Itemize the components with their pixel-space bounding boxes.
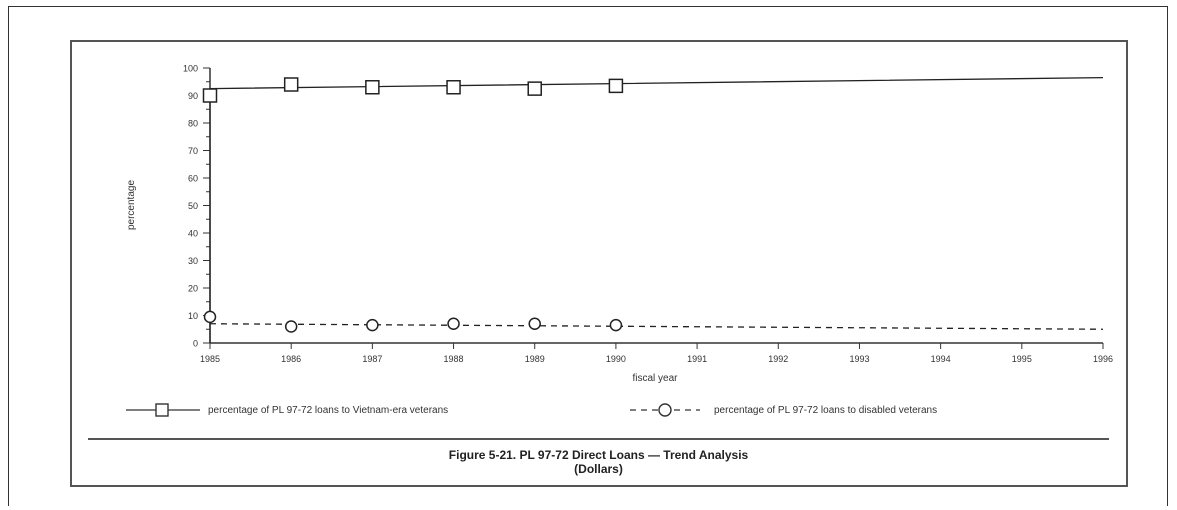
y-tick-label: 20	[188, 284, 198, 294]
y-tick-label: 50	[188, 201, 198, 211]
figure-caption: Figure 5-21. PL 97-72 Direct Loans — Tre…	[88, 448, 1109, 476]
x-tick-label: 1994	[931, 354, 951, 364]
data-point-square	[608, 78, 624, 94]
x-tick-label: 1996	[1093, 354, 1113, 364]
data-point-circle	[447, 317, 460, 330]
y-tick-label: 90	[188, 91, 198, 101]
data-point-square	[446, 80, 461, 95]
legend-label-disabled: percentage of PL 97-72 loans to disabled…	[714, 405, 937, 416]
data-point-square	[202, 88, 218, 103]
x-tick-label: 1988	[444, 354, 464, 364]
data-point-square	[365, 80, 380, 95]
data-point-square	[527, 81, 542, 96]
x-tick-label: 1995	[1012, 354, 1032, 364]
series-line-disabled	[209, 323, 1104, 330]
x-tick-label: 1987	[362, 354, 382, 364]
x-tick-label: 1989	[525, 354, 545, 364]
legend-label-vietnam: percentage of PL 97-72 loans to Vietnam-…	[208, 405, 448, 416]
y-tick-label: 40	[188, 229, 198, 239]
y-tick-label: 10	[188, 311, 198, 321]
caption-subtitle: (Dollars)	[574, 462, 623, 476]
x-tick-label: 1985	[200, 354, 220, 364]
figure-box	[70, 40, 1128, 487]
legend-circle-marker	[658, 403, 672, 417]
data-point-square	[283, 77, 299, 92]
y-tick-label: 0	[193, 339, 198, 349]
legend-square-marker	[155, 403, 169, 417]
data-point-circle	[203, 310, 217, 324]
data-point-circle	[609, 318, 623, 332]
y-tick-label: 80	[188, 119, 198, 129]
x-tick-label: 1986	[281, 354, 301, 364]
x-axis-label: fiscal year	[632, 373, 678, 384]
series-line-vietnam	[209, 76, 1104, 343]
data-point-circle	[284, 320, 298, 333]
y-tick-label: 100	[183, 64, 198, 74]
page-frame	[8, 6, 1168, 506]
caption-title: Figure 5-21. PL 97-72 Direct Loans — Tre…	[448, 448, 749, 462]
x-tick-label: 1993	[849, 354, 869, 364]
y-axis-label: percentage	[126, 180, 137, 230]
y-tick-label: 30	[188, 256, 198, 266]
x-tick-label: 1991	[687, 354, 707, 364]
trend-chart: 0 10 20 30 40 50 60 70 80 90 100 1985 1986 1987 1988 19…	[126, 64, 1113, 417]
x-tick-label: 1990	[606, 354, 626, 364]
y-tick-label: 70	[188, 146, 198, 156]
data-point-circle	[366, 318, 379, 332]
data-point-circle	[528, 317, 541, 330]
caption-box: Figure 5-21. PL 97-72 Direct Loans — Tre…	[88, 438, 1109, 484]
x-tick-label: 1992	[768, 354, 788, 364]
y-tick-label: 60	[188, 174, 198, 184]
